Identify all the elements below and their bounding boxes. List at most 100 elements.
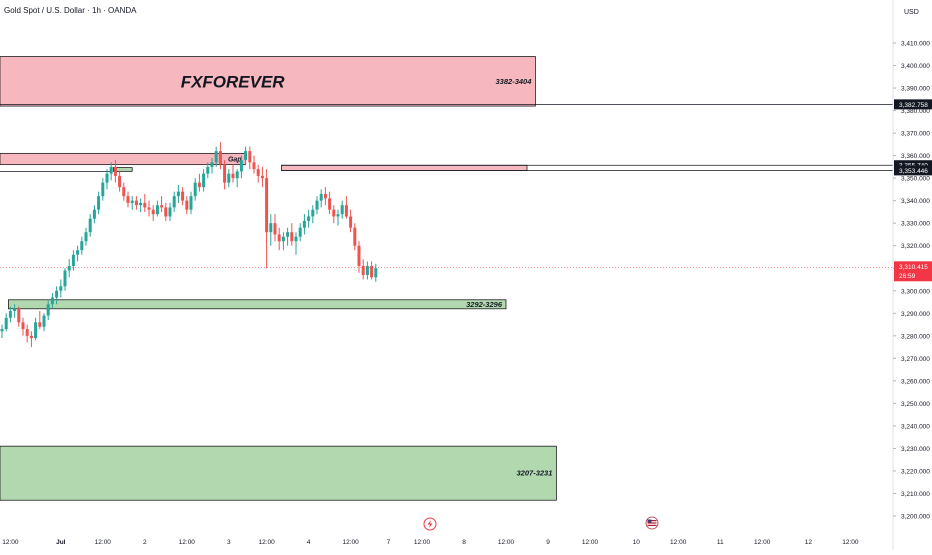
lightning-icon[interactable] <box>423 517 437 531</box>
candle <box>332 205 336 224</box>
candle <box>365 261 369 280</box>
candle-body <box>55 290 59 298</box>
candle-body <box>349 216 353 228</box>
x-tick-label: 9 <box>546 539 550 546</box>
y-tick-label: 3,390.000 <box>901 86 930 93</box>
y-tick-label: 3,250.000 <box>901 401 930 408</box>
candle-body <box>252 162 256 170</box>
candle <box>244 146 248 165</box>
candle-body <box>113 166 117 176</box>
candle-body <box>21 322 25 330</box>
candle <box>168 202 172 221</box>
x-tick-label: 12:00 <box>842 539 859 546</box>
candle <box>50 293 54 309</box>
candle-body <box>155 205 159 215</box>
candle-body <box>298 227 302 237</box>
candle <box>361 259 365 280</box>
candle <box>265 169 269 269</box>
candle-body <box>8 311 12 318</box>
candle <box>122 182 126 201</box>
candle <box>248 146 252 170</box>
price-axis[interactable]: 3,200.000 3,210.000 3,220.000 3,230.000 3,24… <box>892 0 930 550</box>
candle <box>307 209 311 228</box>
candle-body <box>231 173 235 179</box>
candle-body <box>294 236 298 242</box>
y-tick-label: 3,210.000 <box>901 491 930 498</box>
candle <box>147 200 151 217</box>
level-price-tag <box>894 165 932 176</box>
candle <box>34 317 38 341</box>
candle <box>76 245 80 262</box>
candle-body <box>214 151 218 163</box>
candle <box>46 299 50 321</box>
level-price-tag <box>894 99 932 110</box>
candle <box>55 286 59 305</box>
x-tick-label: 2 <box>143 539 147 546</box>
candle <box>340 200 344 219</box>
candle-body <box>374 268 378 278</box>
x-tick-label: 12:00 <box>342 539 359 546</box>
candle-body <box>168 207 172 217</box>
candle-body <box>206 166 210 174</box>
x-tick-label: 3 <box>227 539 231 546</box>
candle <box>29 331 33 348</box>
time-axis[interactable]: 12:00 Jul 12:00 2 12:00 3 12:00 4 12:00 7 12:00 8 12… <box>0 532 932 546</box>
candle-body <box>76 250 80 255</box>
candle-body <box>46 304 50 316</box>
candle <box>311 205 315 224</box>
support-zone-1 <box>7 299 507 310</box>
candle <box>143 193 147 212</box>
candle-body <box>29 335 33 339</box>
candle-body <box>323 193 327 199</box>
price-tag-label: 3,310.415 <box>899 264 928 271</box>
candle <box>210 157 214 174</box>
candle <box>155 200 159 217</box>
support-zone-2-label: 3207-3231 <box>517 469 553 478</box>
price-tag-label: 3,353.446 <box>899 168 928 175</box>
candle <box>134 196 138 210</box>
support-zone-2 <box>0 445 557 501</box>
candle <box>260 166 264 188</box>
x-tick-label: 12:00 <box>670 539 687 546</box>
candle <box>370 261 374 280</box>
y-tick-label: 3,290.000 <box>901 311 930 318</box>
candle <box>80 236 84 255</box>
candle <box>328 191 332 215</box>
candle-body <box>189 196 193 210</box>
candle-body <box>328 198 332 210</box>
candle <box>286 227 290 246</box>
candle <box>231 164 235 183</box>
candle-body <box>80 241 84 251</box>
x-tick-label: 7 <box>387 539 391 546</box>
y-tick-label: 3,380.000 <box>901 108 930 115</box>
candle <box>164 202 168 221</box>
candle-body <box>353 227 357 246</box>
candle <box>336 209 340 226</box>
candle-body <box>25 329 29 336</box>
us-flag-icon[interactable] <box>645 516 659 530</box>
candle <box>84 227 88 246</box>
candle-body <box>67 265 71 271</box>
candle <box>25 324 29 343</box>
candle <box>344 196 348 219</box>
candle <box>294 232 298 255</box>
y-tick-label: 3,240.000 <box>901 423 930 430</box>
x-tick-label: 12:00 <box>754 539 771 546</box>
candle-body <box>92 209 96 219</box>
candle <box>21 317 25 336</box>
x-tick-label: 12:00 <box>179 539 196 546</box>
candle <box>172 191 176 212</box>
y-tick-label: 3,270.000 <box>901 356 930 363</box>
y-tick-label: 3,260.000 <box>901 378 930 385</box>
y-tick-label: 3,220.000 <box>901 468 930 475</box>
candle <box>139 198 143 212</box>
currency-label[interactable]: USD <box>904 9 919 16</box>
candle-body <box>0 329 4 332</box>
candle-body <box>38 322 42 327</box>
candle <box>185 196 189 215</box>
candle-body <box>340 205 344 215</box>
x-tick-label: 12:00 <box>2 539 19 546</box>
gap-zone-2 <box>280 164 528 171</box>
